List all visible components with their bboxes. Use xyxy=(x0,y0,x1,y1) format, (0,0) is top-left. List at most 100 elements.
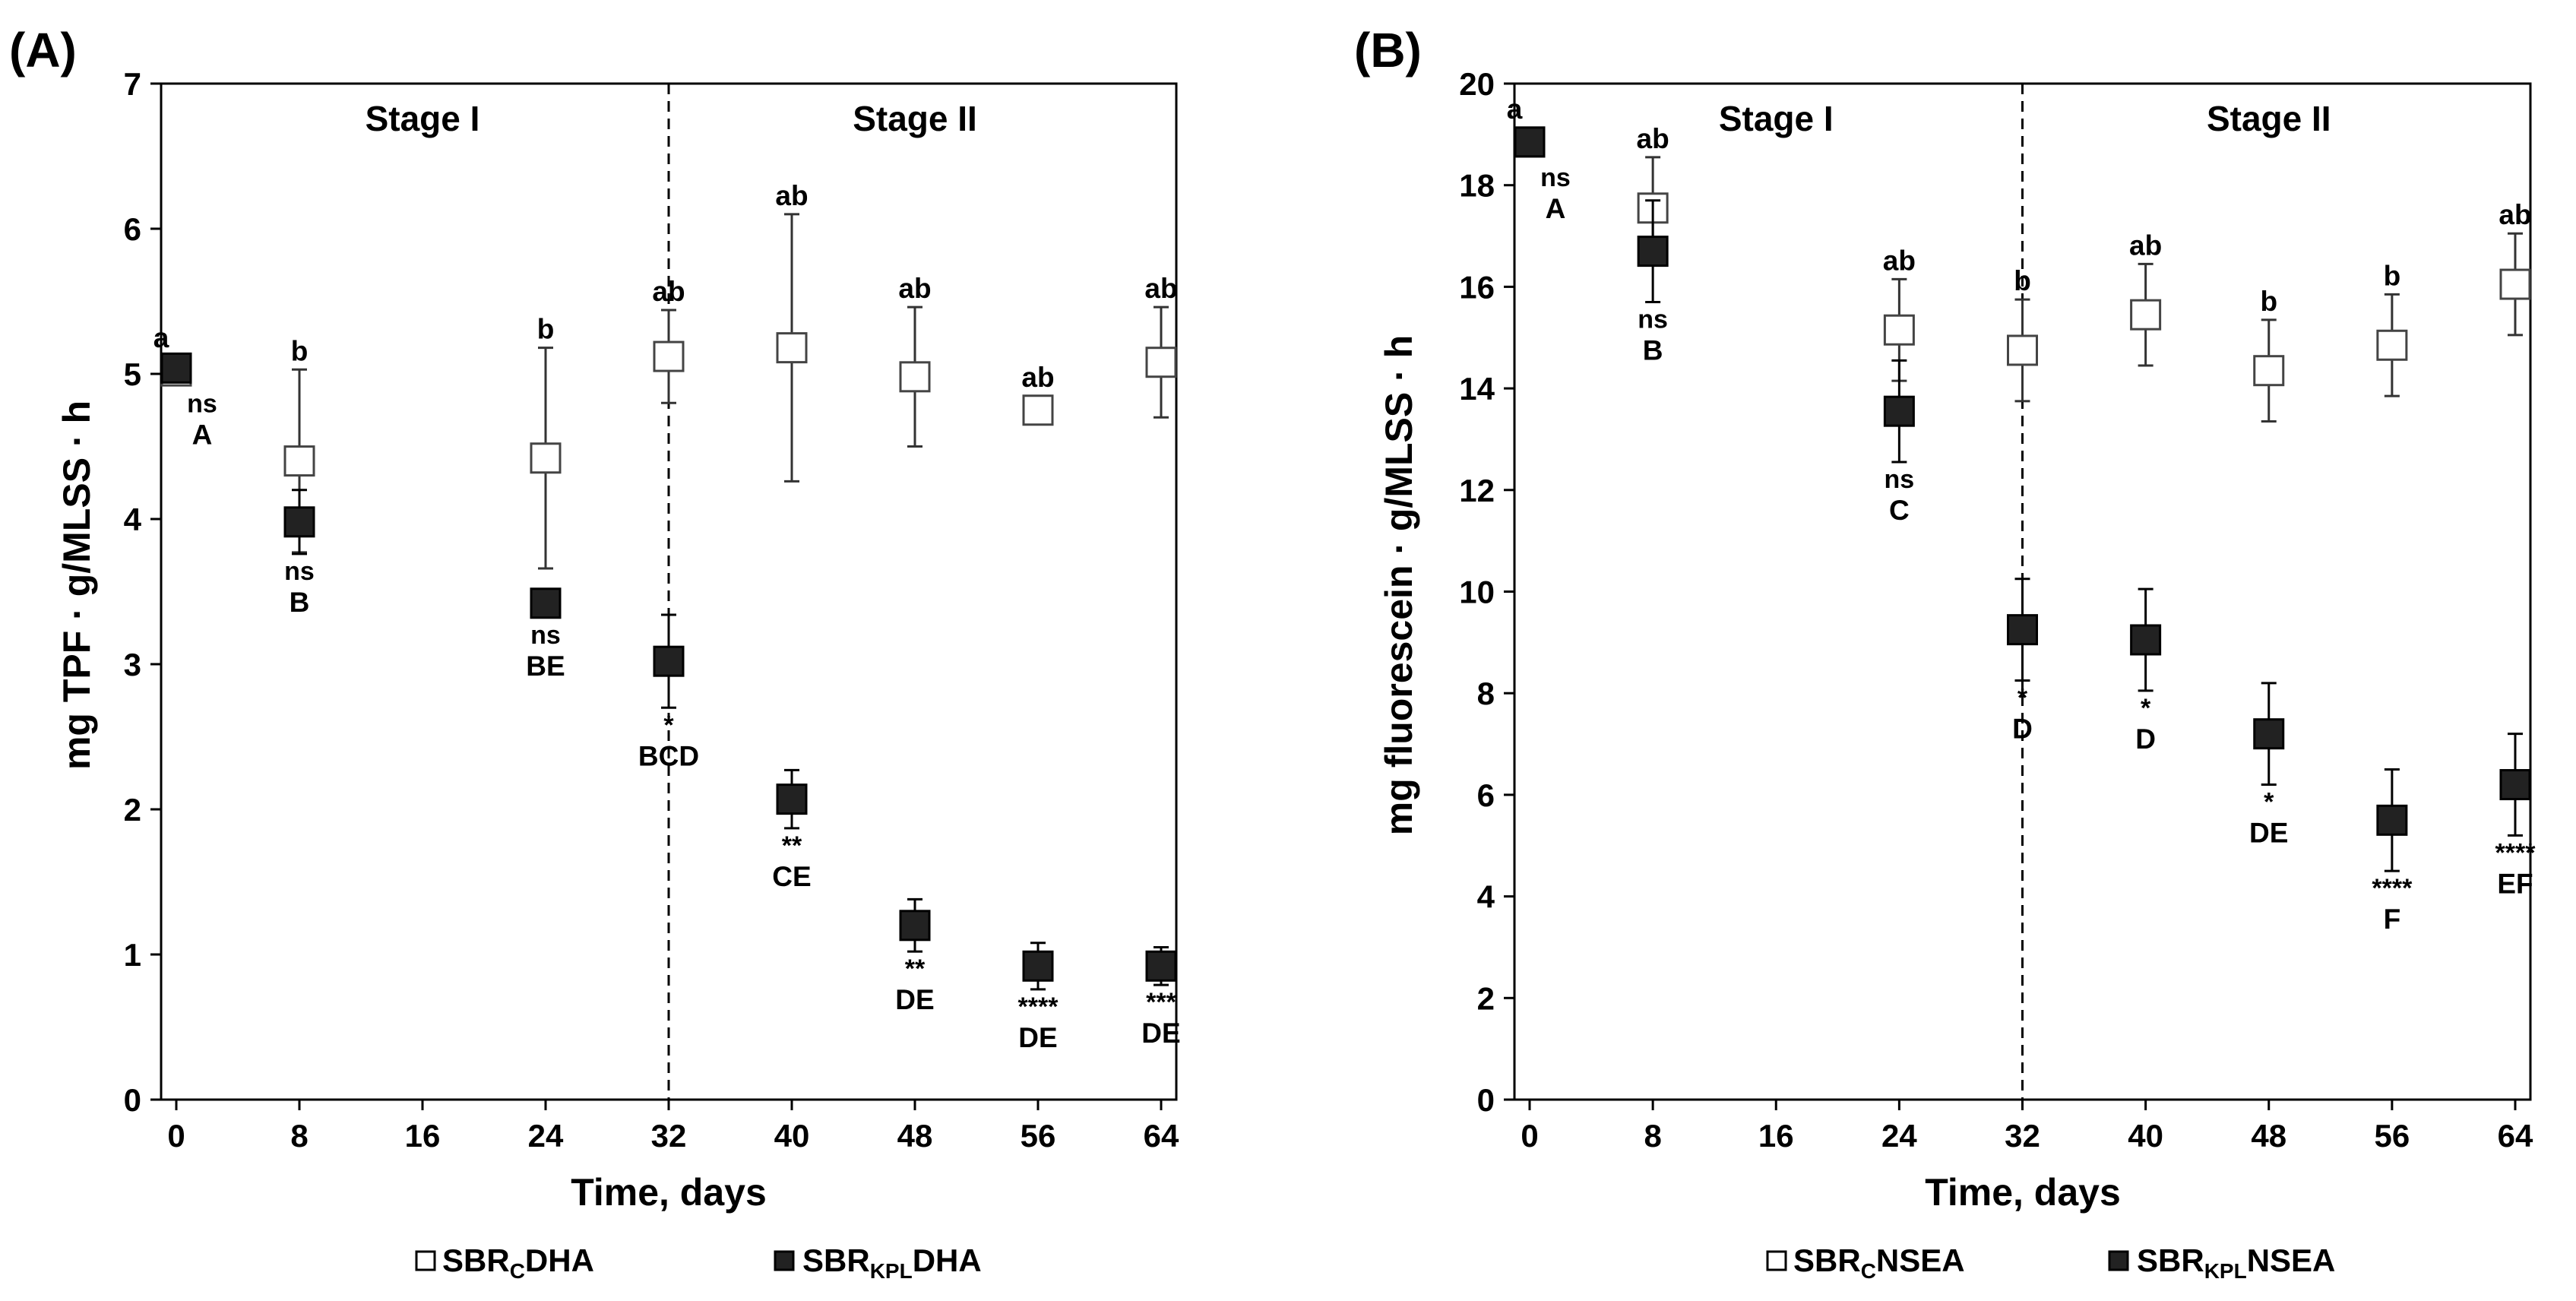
group-letter-filled-b: C xyxy=(1889,495,1910,526)
group-letter-open-b: ab xyxy=(2498,199,2531,230)
group-letter-open-b: b xyxy=(2014,265,2031,296)
group-letter-open-a: ab xyxy=(1021,362,1054,393)
filled-square-marker-a xyxy=(160,352,192,384)
significance-label-a: **** xyxy=(1018,992,1059,1021)
group-letter-filled-b: F xyxy=(2384,904,2401,935)
open-square-marker-a xyxy=(530,442,562,474)
group-letter-open-b: b xyxy=(2384,260,2401,291)
significance-label-b: **** xyxy=(2372,874,2413,903)
legend-marker-open-a xyxy=(415,1250,436,1271)
legend-label-sbrc-nsea: SBRCNSEA xyxy=(1793,1242,1965,1283)
panel-label-a: (A) xyxy=(9,23,77,78)
x-tick-label-a: 32 xyxy=(651,1118,687,1154)
y-tick-label-a: 2 xyxy=(124,792,141,828)
stage-label-2-b: Stage II xyxy=(2207,99,2331,138)
significance-label-a: ** xyxy=(782,831,802,860)
legend-a: SBRCDHA SBRKPLDHA xyxy=(415,1242,982,1283)
significance-label-b: **** xyxy=(2495,838,2536,867)
y-tick-label-a: 7 xyxy=(124,66,141,102)
filled-square-marker-a xyxy=(653,645,685,677)
significance-label-a: ns xyxy=(530,621,561,650)
y-tick-label-b: 20 xyxy=(1459,66,1495,102)
y-tick-label-b: 18 xyxy=(1459,168,1495,204)
open-square-marker-b xyxy=(2499,268,2531,300)
group-letter-filled-b: EF xyxy=(2497,868,2533,899)
legend-label-sbrkpl-dha: SBRKPLDHA xyxy=(802,1242,982,1283)
significance-label-a: * xyxy=(663,711,674,739)
group-letter-open-a: ab xyxy=(1144,273,1177,304)
x-tick-label-a: 24 xyxy=(528,1118,564,1154)
group-letter-filled-b: B xyxy=(1643,334,1663,366)
panel-b: (B) mg fluorescein · g/MLSS · h Time, da… xyxy=(1354,23,2536,1283)
group-letter-open-a: b xyxy=(291,335,309,366)
y-tick-label-b: 14 xyxy=(1459,371,1495,407)
y-tick-label-a: 4 xyxy=(124,502,142,537)
filled-square-marker-b xyxy=(1637,236,1669,267)
legend-marker-filled-b xyxy=(2108,1250,2129,1271)
x-tick-label-b: 16 xyxy=(1758,1118,1794,1154)
filled-square-marker-b xyxy=(1883,395,1915,427)
y-axis-label-a: mg TPF · g/MLSS · h xyxy=(55,400,98,770)
stage-label-1-b: Stage I xyxy=(1719,99,1834,138)
filled-square-marker-a xyxy=(1145,950,1177,982)
y-tick-label-b: 8 xyxy=(1477,676,1495,711)
group-letter-open-a: ab xyxy=(775,180,808,211)
y-tick-label-b: 2 xyxy=(1477,980,1495,1016)
open-square-marker-b xyxy=(2007,334,2038,366)
y-axis-label-b: mg fluorescein · g/MLSS · h xyxy=(1378,335,1420,835)
x-tick-label-b: 64 xyxy=(2498,1118,2533,1154)
filled-square-marker-a xyxy=(899,910,931,942)
group-letter-filled-b: A xyxy=(1546,193,1566,224)
filled-square-marker-b xyxy=(2253,718,2285,750)
legend-marker-open-b xyxy=(1766,1250,1787,1271)
open-square-marker-b xyxy=(2253,355,2285,387)
significance-label-b: * xyxy=(2264,788,2274,817)
group-letter-open-a: b xyxy=(537,314,555,345)
significance-label-a: ns xyxy=(187,389,217,418)
group-letter-filled-a: A xyxy=(192,419,213,450)
group-letter-open-a: ab xyxy=(652,276,685,307)
filled-square-marker-a xyxy=(530,587,562,619)
legend-label-sbrc-dha: SBRCDHA xyxy=(442,1242,594,1283)
group-letter-filled-a: BE xyxy=(526,650,565,682)
open-square-marker-a xyxy=(1145,347,1177,378)
open-square-marker-a xyxy=(1022,394,1054,426)
x-tick-label-a: 16 xyxy=(405,1118,441,1154)
y-tick-label-b: 16 xyxy=(1459,269,1495,305)
significance-label-b: ns xyxy=(1540,163,1571,192)
group-letter-open-b: ab xyxy=(1883,245,1916,276)
open-square-marker-b xyxy=(2130,299,2162,331)
x-tick-label-a: 64 xyxy=(1144,1118,1179,1154)
x-tick-label-a: 40 xyxy=(774,1118,810,1154)
x-tick-label-a: 48 xyxy=(897,1118,933,1154)
y-tick-label-b: 0 xyxy=(1477,1082,1495,1118)
y-tick-label-a: 6 xyxy=(124,211,141,247)
x-axis-label-a: Time, days xyxy=(571,1171,767,1214)
y-tick-label-b: 4 xyxy=(1477,879,1495,915)
y-tick-label-a: 5 xyxy=(124,356,141,392)
group-letter-filled-a: CE xyxy=(772,861,811,892)
significance-label-b: ns xyxy=(1638,305,1668,334)
filled-square-marker-b xyxy=(2007,614,2038,646)
open-square-marker-b xyxy=(1883,314,1915,346)
y-tick-label-b: 6 xyxy=(1477,777,1495,813)
group-letter-filled-a: DE xyxy=(1018,1022,1057,1053)
significance-label-b: ns xyxy=(1885,465,1915,494)
group-letter-open-a: a xyxy=(153,322,169,353)
group-letter-filled-a: BCD xyxy=(638,740,699,771)
filled-square-marker-b xyxy=(1514,126,1546,158)
significance-label-b: * xyxy=(2141,694,2151,723)
y-tick-label-b: 10 xyxy=(1459,575,1495,610)
stage-label-1-a: Stage I xyxy=(366,99,480,138)
open-square-marker-a xyxy=(899,361,931,393)
group-letter-open-b: b xyxy=(2260,286,2277,317)
group-letter-open-b: ab xyxy=(1637,123,1669,154)
filled-square-marker-a xyxy=(1022,950,1054,982)
x-tick-label-b: 24 xyxy=(1881,1118,1917,1154)
legend-marker-filled-a xyxy=(774,1250,795,1271)
group-letter-filled-b: D xyxy=(2012,713,2033,744)
x-tick-label-b: 40 xyxy=(2128,1118,2163,1154)
open-square-marker-a xyxy=(776,332,808,364)
group-letter-filled-a: DE xyxy=(1141,1018,1180,1049)
y-tick-label-a: 1 xyxy=(124,937,141,973)
